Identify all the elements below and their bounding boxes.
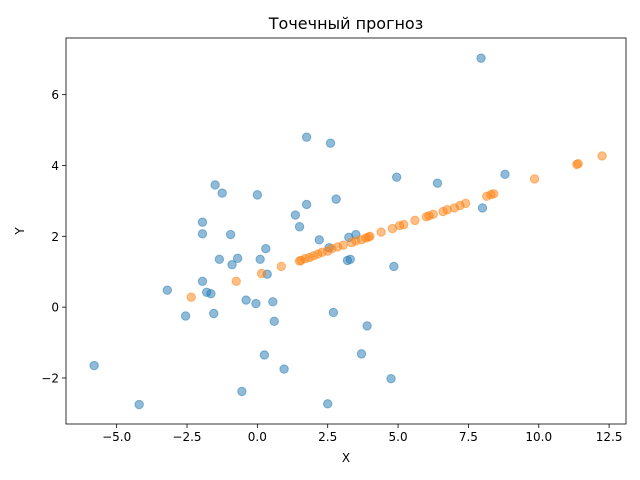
series-1-point	[162, 285, 173, 295]
series-1-point	[476, 53, 486, 63]
series-2-point	[410, 215, 420, 226]
x-axis-label: X	[342, 451, 350, 465]
series-1-point	[325, 138, 336, 148]
series-1-point	[294, 222, 305, 232]
series-1-point	[261, 244, 271, 254]
series-1-point	[269, 316, 279, 327]
axes-frame	[65, 37, 627, 425]
x-tick-label: −2.5	[172, 430, 201, 444]
series-1-point	[180, 311, 191, 321]
series-1-point	[279, 364, 289, 374]
chart-title: Точечный прогноз	[268, 14, 423, 33]
series-1-point	[252, 190, 263, 200]
series-1-point	[210, 180, 220, 190]
x-tick-label: 0.0	[248, 430, 267, 444]
series-1-point	[301, 199, 312, 210]
x-tick-label: 2.5	[318, 430, 337, 444]
series-1-point	[432, 178, 443, 188]
series-1-point	[389, 261, 399, 272]
series-2-point	[231, 276, 241, 286]
series-2-point	[376, 227, 386, 237]
series-1-point	[206, 288, 216, 299]
series-1-point	[500, 169, 510, 180]
series-2-point	[489, 189, 499, 199]
series-1-point	[345, 254, 355, 265]
series-2-point	[398, 219, 409, 230]
x-tick-label: 5.0	[389, 430, 408, 444]
series-1-point	[89, 360, 99, 371]
x-tick-label: 12.5	[596, 430, 623, 444]
y-tick-label: −2	[41, 371, 59, 385]
series-1-point	[356, 349, 367, 359]
series-1-point	[331, 194, 341, 204]
series-1-point	[259, 350, 270, 360]
series-2-point	[365, 231, 375, 242]
series-1-point	[477, 203, 488, 213]
series-2-point	[186, 292, 196, 302]
series-2-point	[460, 198, 471, 209]
series-1-point	[232, 253, 243, 263]
series-2-point	[597, 151, 607, 161]
series-1-point	[209, 308, 219, 319]
y-tick-label: 4	[51, 159, 59, 173]
ticks-layer: −5.0 −2.5 0.0 2.5 5.0 7.5 10.0 12.5 −2 0 2 4 6	[41, 88, 622, 444]
y-tick-label: 6	[51, 88, 59, 102]
series-1-point	[134, 399, 144, 410]
x-tick-label: 10.0	[525, 430, 552, 444]
series-1-point	[217, 188, 227, 198]
series-1-point	[255, 254, 265, 265]
series-1-point	[251, 298, 261, 309]
series-1-point	[241, 295, 251, 305]
series-1-point	[328, 307, 339, 318]
series-2-point	[276, 261, 286, 272]
y-axis-label: Y	[13, 227, 27, 236]
series-1-point	[314, 235, 324, 245]
series-1-point	[290, 210, 301, 220]
x-tick-label: −5.0	[102, 430, 131, 444]
y-tick-label: 2	[51, 230, 59, 244]
series-2-point	[428, 209, 438, 220]
series-2-point	[338, 240, 348, 250]
series-1-point	[268, 297, 278, 307]
points-layer	[89, 53, 607, 410]
series-1-point	[362, 321, 372, 331]
x-tick-label: 7.5	[459, 430, 478, 444]
series-1-point	[323, 399, 333, 409]
series-1-point	[225, 229, 236, 240]
y-tick-label: 0	[51, 301, 59, 315]
series-1-point	[197, 217, 208, 227]
series-1-point	[214, 254, 225, 265]
series-2-point	[529, 174, 540, 184]
series-2-point	[256, 268, 267, 279]
series-2-point	[573, 159, 583, 169]
series-1-point	[301, 132, 312, 142]
series-1-point	[391, 172, 402, 182]
series-1-point	[386, 373, 396, 384]
series-1-point	[227, 259, 237, 270]
series-1-point	[197, 229, 208, 239]
series-1-point	[197, 276, 208, 286]
series-1-point	[237, 386, 247, 397]
